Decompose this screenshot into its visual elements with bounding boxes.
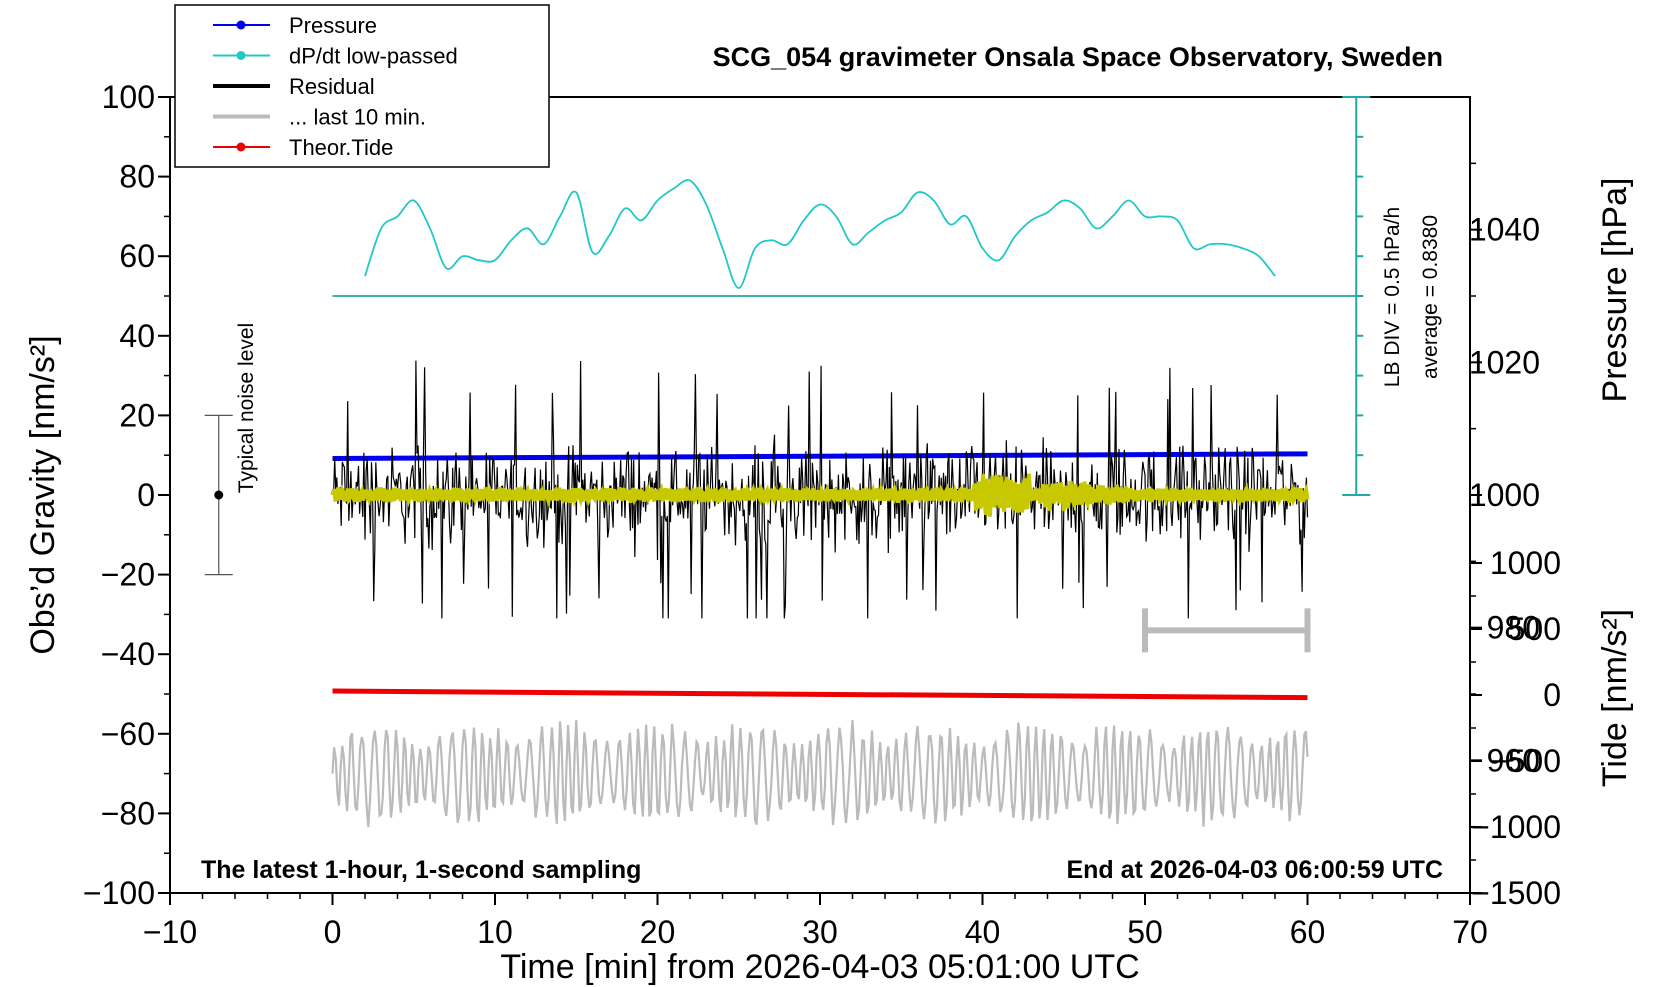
last-10-min-line	[331, 720, 1309, 828]
x-axis: −10 0 10 20 30 40 50 60 70	[143, 893, 1488, 950]
pressure-tick-label: 1020	[1469, 344, 1540, 380]
pressure-tick-label: 1040	[1469, 212, 1540, 248]
x-axis-label: Time [min] from 2026-04-03 05:01:00 UTC	[500, 948, 1139, 986]
x-tick-label: −10	[143, 914, 197, 950]
pressure-tick-label: 960	[1487, 742, 1540, 778]
y-axis-pressure-label: Pressure [hPa]	[1596, 178, 1634, 403]
footer-right: End at 2026-04-03 06:00:59 UTC	[1066, 856, 1443, 884]
x-tick-label: 60	[1290, 914, 1326, 950]
y-tick-label: 40	[119, 318, 155, 354]
pressure-tick-label: 980	[1487, 610, 1540, 646]
y-tick-label: −60	[101, 716, 155, 752]
tide-series	[332, 688, 1308, 701]
scale-bar-average: average = 0.8380	[1419, 215, 1442, 379]
legend-label: ... last 10 min.	[289, 105, 426, 130]
legend-marker	[236, 20, 246, 30]
legend-label: Residual	[289, 74, 375, 99]
legend-marker	[236, 142, 246, 152]
y-tick-label: −40	[101, 636, 155, 672]
residual-series	[331, 360, 1309, 619]
legend-label: dP/dt low-passed	[289, 44, 458, 69]
x-tick-label: 20	[640, 914, 676, 950]
scale-bar-label: LB DIV = 0.5 hPa/h	[1381, 207, 1404, 387]
residual-line	[331, 360, 1309, 619]
residual-lowpass-line	[330, 473, 1310, 517]
x-tick-label: 0	[324, 914, 342, 950]
dpdt-series	[364, 179, 1276, 289]
tide-tick-label: −1000	[1471, 809, 1561, 845]
chart-title: SCG_054 gravimeter Onsala Space Observat…	[713, 42, 1443, 72]
y-tick-label: 20	[119, 397, 155, 433]
y-axis-tide: −1500 −1000 −500 0 500 1000	[1470, 545, 1561, 911]
dpdt-line	[364, 179, 1276, 289]
residual-lowpass-series	[330, 473, 1310, 517]
y-tick-label: 100	[102, 79, 155, 115]
dpdt-scale-bar	[1342, 96, 1371, 496]
last-10-min-series	[331, 720, 1309, 828]
tide-tick-label: −1500	[1471, 875, 1561, 911]
x-tick-label: 10	[477, 914, 513, 950]
legend: Pressure dP/dt low-passed Residual ... last…	[174, 4, 550, 168]
x-tick-label: 50	[1127, 914, 1163, 950]
y-tick-label: −20	[101, 557, 155, 593]
legend-entries: Pressure dP/dt low-passed Residual ... last…	[213, 13, 458, 160]
legend-label: Pressure	[289, 13, 377, 38]
noise-bar	[204, 414, 233, 576]
y-tick-label: 80	[119, 159, 155, 195]
noise-bar-label: Typical noise level	[235, 323, 258, 493]
x-tick-label: 70	[1452, 914, 1488, 950]
y-tick-label: 0	[137, 477, 155, 513]
y-axis-tide-label: Tide [nm/s²]	[1596, 609, 1634, 787]
tide-tick-label: 0	[1543, 677, 1561, 713]
x-tick-label: 40	[965, 914, 1001, 950]
footer-left: The latest 1-hour, 1-second sampling	[201, 856, 641, 884]
legend-marker	[236, 51, 246, 60]
y-axis-left-label: Obs’d Gravity [nm/s²]	[24, 335, 62, 654]
x-tick-label: 30	[802, 914, 838, 950]
y-axis-pressure: 960 980 1000 1020 1040	[1469, 162, 1540, 828]
window-bar	[1142, 608, 1311, 653]
legend-label: Theor.Tide	[289, 135, 393, 160]
y-tick-label: −80	[101, 795, 155, 831]
y-axis-left: −100 −80 −60 −40 −20 0 20 40 60 80 100	[83, 79, 170, 911]
y-tick-label: 60	[119, 238, 155, 274]
tide-line	[332, 688, 1308, 701]
pressure-tick-label: 1000	[1469, 477, 1540, 513]
tide-tick-label: 1000	[1490, 545, 1561, 581]
tide-tick-label: 500	[1508, 611, 1561, 647]
y-tick-label: −100	[83, 875, 155, 911]
noise-bar-point	[214, 490, 224, 500]
tide-tick-label: −500	[1489, 743, 1561, 779]
